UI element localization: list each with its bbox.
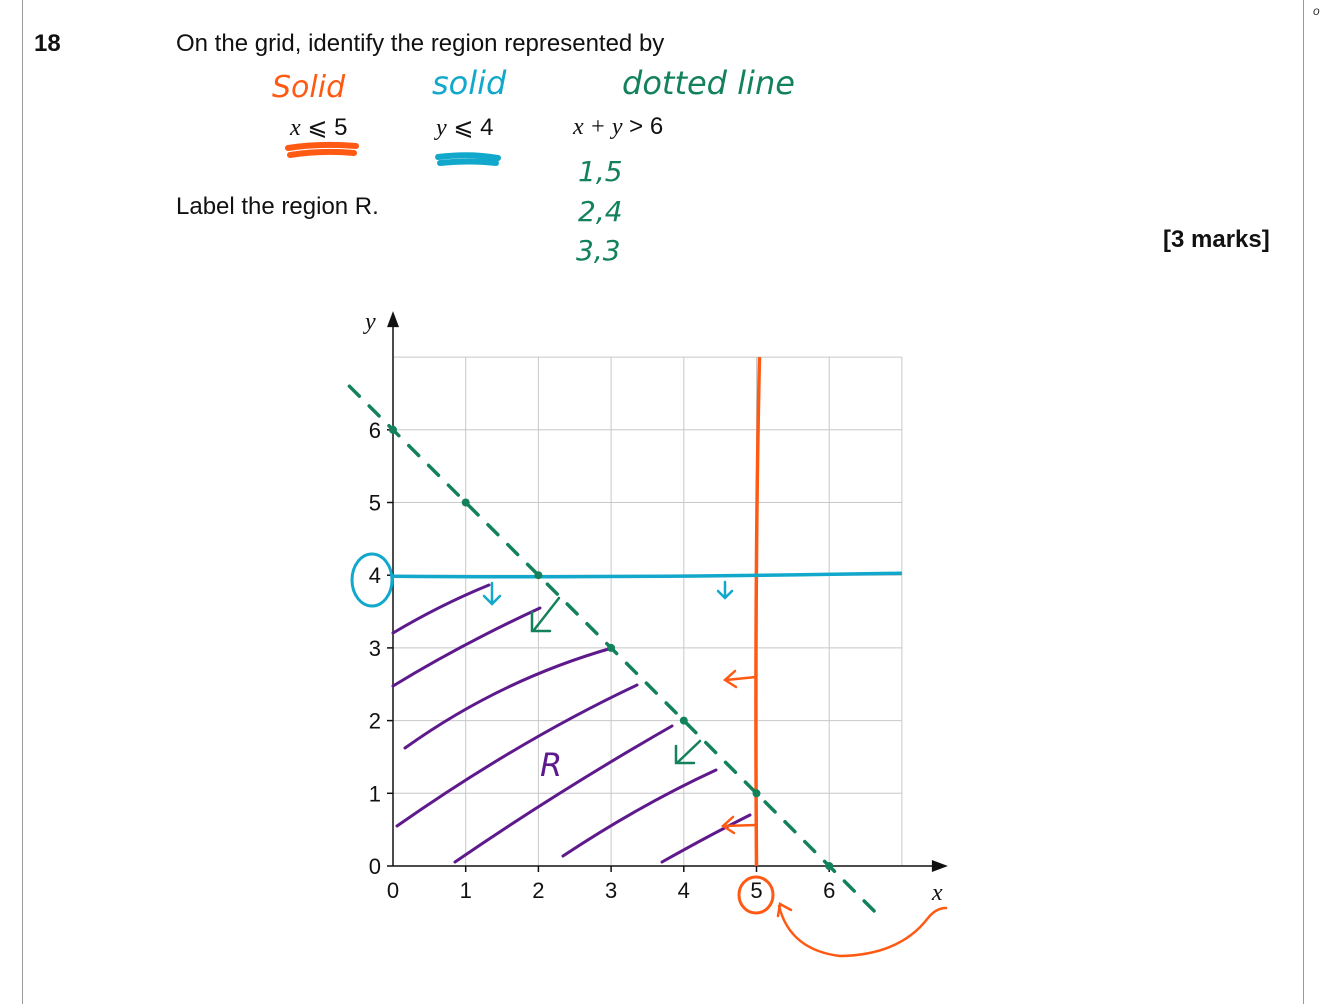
arrows-y4 xyxy=(482,580,734,606)
inequality-var: x xyxy=(290,115,301,141)
y-tick-label: 4 xyxy=(369,563,381,588)
y-tick-label: 1 xyxy=(369,781,381,806)
y-axis-label: y xyxy=(363,309,376,335)
x-tick-labels: 0 1 2 3 4 5 6 xyxy=(387,866,835,903)
inequality-value: 5 xyxy=(334,114,348,141)
inequality-y: y ⩽ 4 xyxy=(436,113,493,142)
annotation-point: 2,4 xyxy=(578,195,623,228)
line-x-plus-y-equals-6 xyxy=(347,384,882,919)
plotted-point xyxy=(607,643,616,652)
annotation-point: 1,5 xyxy=(578,155,623,188)
line-x-equals-5 xyxy=(754,357,762,867)
marks-label: [3 marks] xyxy=(1163,226,1270,253)
x-tick-label: 2 xyxy=(532,878,544,903)
grid-lines xyxy=(393,356,903,866)
x-tick-label: 6 xyxy=(823,878,835,903)
annotation-point: 3,3 xyxy=(576,234,621,267)
y-tick-labels: 0 1 2 3 4 5 6 xyxy=(369,418,393,879)
y-tick-label: 2 xyxy=(369,709,381,734)
underline-y xyxy=(435,152,501,166)
x-axis-arrow xyxy=(931,860,948,872)
inequality-sum: x + y > 6 xyxy=(573,113,663,141)
inequality-op: ⩽ xyxy=(453,114,474,141)
right-margin-line xyxy=(1303,0,1304,1004)
x-tick-label: 4 xyxy=(678,878,690,903)
underline-x xyxy=(285,141,359,158)
x-tick-label: 0 xyxy=(387,878,399,903)
question-number: 18 xyxy=(34,30,61,57)
plotted-points xyxy=(389,425,834,870)
y-tick-label: 6 xyxy=(369,418,381,443)
region-shading xyxy=(391,583,752,864)
inequality-var: x + y xyxy=(573,114,623,140)
annotation-dotted-line: dotted line xyxy=(622,64,795,102)
instruction-text: Label the region R. xyxy=(176,193,379,220)
plotted-point xyxy=(679,716,688,725)
plotted-point xyxy=(752,789,761,798)
arrows-sum xyxy=(530,596,702,765)
inequality-var: y xyxy=(436,115,447,141)
inequality-value: 4 xyxy=(480,114,494,141)
left-margin-line xyxy=(22,0,23,1004)
annotation-solid-blue: solid xyxy=(432,64,507,102)
annotation-solid-orange: Solid xyxy=(272,70,346,105)
y-tick-label: 0 xyxy=(369,854,381,879)
x-tick-label: 1 xyxy=(460,878,472,903)
x-axis-label: x xyxy=(931,880,943,906)
y-axis-arrow xyxy=(387,311,399,328)
plotted-point xyxy=(461,498,470,507)
plotted-point xyxy=(389,425,397,434)
y-tick-label: 5 xyxy=(369,491,381,516)
y-tick-label: 3 xyxy=(369,636,381,661)
arrows-x5 xyxy=(720,669,948,958)
circle-4 xyxy=(350,552,394,608)
plotted-point xyxy=(825,862,834,870)
circle-5 xyxy=(737,875,775,915)
corner-text: o xyxy=(1313,4,1320,18)
inequality-value: 6 xyxy=(649,113,664,140)
inequality-x: x ⩽ 5 xyxy=(290,113,347,142)
line-y-equals-4 xyxy=(392,571,902,579)
inequality-op: ⩽ xyxy=(307,114,328,141)
axes xyxy=(387,311,948,872)
x-tick-label: 3 xyxy=(605,878,617,903)
x-tick-label: 5 xyxy=(750,878,762,903)
region-label: R xyxy=(540,746,562,784)
plotted-point xyxy=(534,571,543,580)
question-text: On the grid, identify the region represe… xyxy=(176,30,665,57)
inequality-op: > xyxy=(629,113,644,140)
